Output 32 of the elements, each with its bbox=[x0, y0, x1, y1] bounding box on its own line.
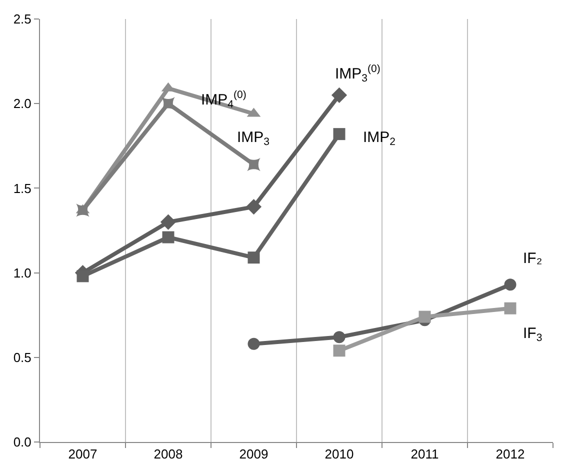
y-tick-label: 0.0 bbox=[13, 434, 32, 450]
y-tick-label: 2.5 bbox=[13, 12, 32, 27]
point bbox=[162, 97, 175, 110]
x-tick-label: 2011 bbox=[410, 446, 439, 462]
x-tick-label: 2009 bbox=[239, 446, 268, 462]
point bbox=[504, 302, 516, 314]
y-tick-label: 1.0 bbox=[13, 265, 32, 280]
point bbox=[76, 204, 90, 217]
point bbox=[160, 214, 176, 230]
point bbox=[331, 87, 348, 103]
point bbox=[248, 252, 260, 264]
point bbox=[246, 199, 262, 215]
point bbox=[333, 344, 346, 357]
y-tick-label: 0.5 bbox=[13, 350, 32, 365]
series-label: IF$_{3}$ bbox=[523, 325, 542, 344]
point bbox=[76, 270, 89, 282]
point bbox=[333, 331, 346, 344]
series-label: IMP$_{3}$ bbox=[237, 129, 270, 148]
point bbox=[162, 231, 174, 244]
x-tick-label: 2007 bbox=[68, 446, 98, 462]
x-tick-label: 2008 bbox=[154, 446, 183, 462]
point bbox=[333, 128, 346, 140]
point bbox=[248, 338, 260, 350]
point bbox=[418, 310, 431, 323]
y-tick-label: 1.5 bbox=[13, 180, 32, 196]
y-tick-label: 2.0 bbox=[13, 96, 32, 112]
series-label: IMP$_{2}$ bbox=[363, 129, 396, 148]
x-tick-label: 2012 bbox=[496, 446, 525, 462]
series-label: IF₂ bbox=[523, 250, 542, 267]
point bbox=[504, 278, 516, 291]
x-tick-label: 2010 bbox=[324, 446, 354, 462]
point bbox=[247, 158, 260, 172]
